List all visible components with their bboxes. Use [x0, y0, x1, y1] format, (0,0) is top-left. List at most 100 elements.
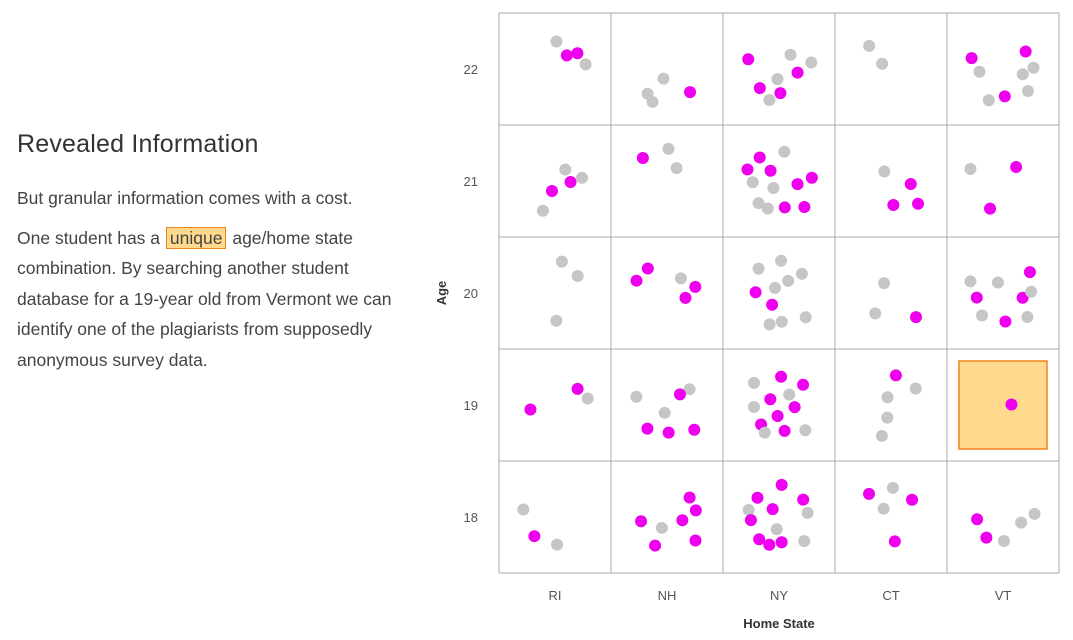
- highlight-layer: [958, 360, 1048, 450]
- x-tick-label: NH: [658, 588, 677, 603]
- plagiarist-dot: [1016, 291, 1029, 304]
- unique-cell-highlight: [958, 360, 1048, 450]
- plagiarist-dot: [744, 514, 757, 527]
- plagiarist-dot: [689, 280, 702, 293]
- plagiarist-dot: [887, 199, 900, 212]
- student-dot: [748, 376, 761, 389]
- student-dot: [976, 309, 989, 322]
- body-text-before: One student has a: [17, 227, 161, 248]
- plagiarist-dot: [1019, 45, 1032, 58]
- plagiarist-dot: [912, 197, 925, 210]
- student-dot: [571, 269, 584, 282]
- plagiarist-dot: [560, 49, 573, 62]
- plagiarist-dot: [775, 370, 788, 383]
- plagiarist-dot: [791, 178, 804, 191]
- plagiarist-dot: [863, 487, 876, 500]
- student-dot: [909, 382, 922, 395]
- plagiarist-dot: [906, 493, 919, 506]
- plagiarist-dot: [763, 538, 776, 551]
- student-dot: [630, 390, 643, 403]
- dots: [517, 35, 1041, 552]
- student-dot: [1021, 84, 1034, 97]
- student-dot: [795, 267, 808, 280]
- student-dot: [674, 272, 687, 285]
- plagiarist-dot: [662, 426, 675, 439]
- plagiarist-dot: [688, 423, 701, 436]
- student-dot: [555, 255, 568, 268]
- plagiarist-dot: [689, 504, 702, 517]
- x-tick-label: CT: [882, 588, 899, 603]
- plagiarist-dot: [984, 202, 997, 215]
- student-dot: [683, 383, 696, 396]
- plagiarist-dot: [980, 531, 993, 544]
- student-dot: [798, 535, 811, 548]
- student-dot: [746, 176, 759, 189]
- plagiarist-dot: [679, 291, 692, 304]
- student-dot: [758, 426, 771, 439]
- student-dot: [581, 392, 594, 405]
- text-panel: Revealed Information But granular inform…: [17, 130, 417, 384]
- y-tick-label: 18: [464, 510, 478, 525]
- y-axis-title: Age: [434, 281, 449, 306]
- plagiarist-dot: [524, 403, 537, 416]
- plagiarist-dot: [797, 378, 810, 391]
- plagiarist-dot: [641, 422, 654, 435]
- plagiarist-dot: [970, 291, 983, 304]
- student-dot: [559, 163, 572, 176]
- plagiarist-dot: [999, 315, 1012, 328]
- plagiarist-dot: [771, 409, 784, 422]
- x-tick-label: VT: [995, 588, 1012, 603]
- student-dot: [536, 204, 549, 217]
- plagiarist-dot: [684, 86, 697, 99]
- plagiarist-dot: [753, 82, 766, 95]
- plagiarist-dot: [749, 286, 762, 299]
- plagiarist-dot: [778, 424, 791, 437]
- plagiarist-dot: [571, 47, 584, 60]
- plagiarist-dot: [689, 534, 702, 547]
- plagiarist-dot: [971, 513, 984, 526]
- plagiarist-dot: [753, 151, 766, 164]
- student-dot: [670, 162, 683, 175]
- student-dot: [1015, 516, 1028, 529]
- student-dot: [771, 73, 784, 86]
- student-dot: [886, 481, 899, 494]
- student-dot: [782, 274, 795, 287]
- student-dot: [752, 262, 765, 275]
- x-tick-label: RI: [549, 588, 562, 603]
- plagiarist-dot: [630, 274, 643, 287]
- student-dot: [869, 307, 882, 320]
- plagiarist-dot: [545, 184, 558, 197]
- plagiarist-dot: [775, 536, 788, 549]
- student-dot: [517, 503, 530, 516]
- student-dot: [763, 93, 776, 106]
- student-dot: [878, 277, 891, 290]
- student-dot: [964, 275, 977, 288]
- plagiarist-dot: [683, 491, 696, 504]
- student-dot: [881, 411, 894, 424]
- plagiarist-dot: [1005, 398, 1018, 411]
- body-text-after: age/home state combination. By searching…: [17, 227, 392, 370]
- student-dot: [742, 503, 755, 516]
- plagiarist-dot: [641, 262, 654, 275]
- student-dot: [1025, 285, 1038, 298]
- plagiarist-dot: [649, 539, 662, 552]
- plagiarist-dot: [753, 533, 766, 546]
- plagiarist-dot: [571, 382, 584, 395]
- y-tick-label: 19: [464, 398, 478, 413]
- plagiarist-dot: [797, 493, 810, 506]
- student-dot: [1016, 68, 1029, 81]
- plagiarist-dot: [1010, 161, 1023, 174]
- student-dot: [579, 58, 592, 71]
- plagiarist-dot: [904, 178, 917, 191]
- plagiarist-dot: [775, 478, 788, 491]
- student-dot: [550, 314, 563, 327]
- student-dot: [878, 165, 891, 178]
- student-dot: [991, 276, 1004, 289]
- student-dot: [881, 391, 894, 404]
- student-dot: [973, 65, 986, 78]
- student-dot: [767, 182, 780, 195]
- plagiarist-dot: [636, 151, 649, 164]
- student-dot: [876, 57, 889, 70]
- student-dot: [783, 388, 796, 401]
- student-dot: [778, 145, 791, 158]
